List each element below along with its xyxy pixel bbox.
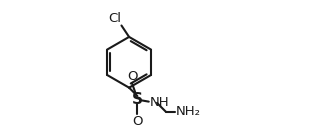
Text: S: S bbox=[132, 92, 143, 107]
Text: NH: NH bbox=[150, 96, 170, 109]
Text: Cl: Cl bbox=[108, 12, 121, 25]
Text: NH₂: NH₂ bbox=[176, 105, 200, 118]
Text: O: O bbox=[127, 70, 138, 83]
Text: O: O bbox=[132, 115, 143, 128]
